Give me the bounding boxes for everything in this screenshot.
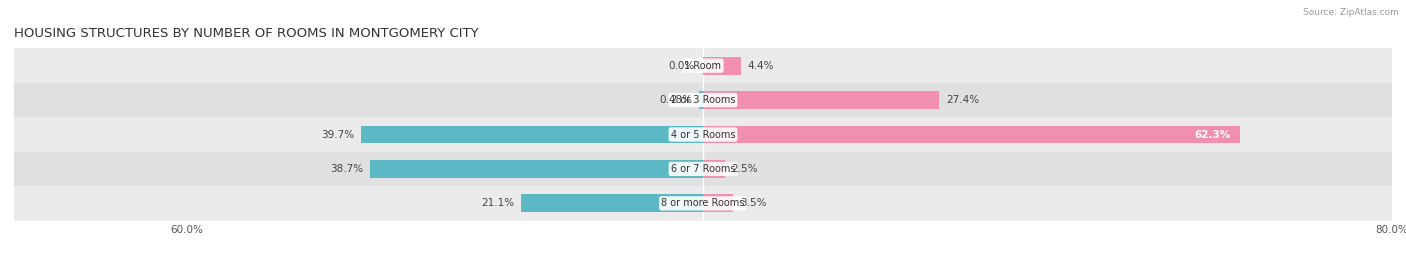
Text: 3.5%: 3.5% <box>740 198 766 208</box>
Bar <box>703 126 1240 143</box>
Text: 0.48%: 0.48% <box>659 95 692 105</box>
Bar <box>703 194 733 212</box>
Bar <box>522 194 703 212</box>
Text: Source: ZipAtlas.com: Source: ZipAtlas.com <box>1303 8 1399 17</box>
Text: 21.1%: 21.1% <box>481 198 515 208</box>
Text: 2 or 3 Rooms: 2 or 3 Rooms <box>671 95 735 105</box>
Bar <box>703 91 939 109</box>
Text: 38.7%: 38.7% <box>330 164 363 174</box>
Bar <box>370 160 703 178</box>
Text: 2.5%: 2.5% <box>731 164 758 174</box>
Text: 8 or more Rooms: 8 or more Rooms <box>661 198 745 208</box>
Text: 62.3%: 62.3% <box>1195 129 1230 140</box>
Text: 1 Room: 1 Room <box>685 61 721 71</box>
Bar <box>14 152 1392 186</box>
Bar <box>699 91 703 109</box>
Bar <box>14 83 1392 117</box>
Bar <box>361 126 703 143</box>
Text: 39.7%: 39.7% <box>321 129 354 140</box>
Text: 4.4%: 4.4% <box>748 61 775 71</box>
Text: HOUSING STRUCTURES BY NUMBER OF ROOMS IN MONTGOMERY CITY: HOUSING STRUCTURES BY NUMBER OF ROOMS IN… <box>14 27 478 40</box>
Text: 4 or 5 Rooms: 4 or 5 Rooms <box>671 129 735 140</box>
Text: 0.0%: 0.0% <box>668 61 695 71</box>
Bar <box>14 186 1392 221</box>
Bar <box>703 160 724 178</box>
Bar <box>703 57 741 75</box>
Bar <box>14 48 1392 83</box>
Text: 6 or 7 Rooms: 6 or 7 Rooms <box>671 164 735 174</box>
Bar <box>14 117 1392 152</box>
Text: 27.4%: 27.4% <box>946 95 979 105</box>
